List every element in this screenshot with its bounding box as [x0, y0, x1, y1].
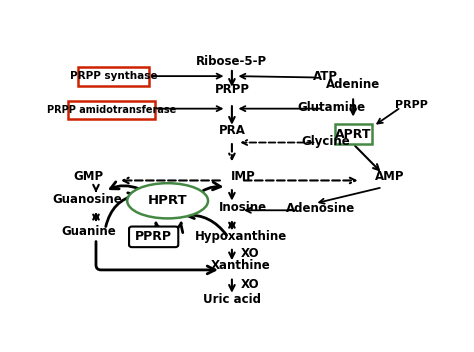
Text: Guanine: Guanine [61, 226, 116, 238]
Text: Guanosine: Guanosine [52, 193, 122, 206]
Text: PRPP synthase: PRPP synthase [70, 71, 157, 81]
Ellipse shape [127, 183, 208, 218]
Text: PPRP: PPRP [135, 230, 172, 243]
Text: HPRT: HPRT [148, 194, 187, 207]
Text: Uric acid: Uric acid [203, 293, 261, 306]
Text: PRPP: PRPP [214, 83, 249, 96]
FancyBboxPatch shape [335, 124, 372, 144]
Text: APRT: APRT [335, 128, 372, 140]
Text: PRA: PRA [219, 124, 246, 137]
Text: XO: XO [241, 278, 260, 291]
FancyBboxPatch shape [129, 227, 178, 247]
Text: Adenine: Adenine [326, 78, 380, 91]
Text: Xanthine: Xanthine [211, 259, 271, 272]
Text: ATP: ATP [313, 70, 338, 83]
Text: Adenosine: Adenosine [285, 202, 355, 215]
Text: AMP: AMP [375, 170, 405, 183]
Text: XO: XO [241, 247, 260, 260]
Text: PRPP amidotransferase: PRPP amidotransferase [47, 105, 176, 115]
Text: Ribose-5-P: Ribose-5-P [196, 55, 267, 68]
Text: IMP: IMP [230, 170, 255, 183]
Text: Hypoxanthine: Hypoxanthine [195, 230, 287, 243]
Text: GMP: GMP [73, 170, 104, 183]
Text: Inosine: Inosine [219, 201, 267, 214]
Text: Glycine: Glycine [301, 136, 350, 149]
FancyBboxPatch shape [68, 101, 155, 119]
FancyBboxPatch shape [78, 67, 149, 86]
Text: Glutamine: Glutamine [297, 101, 365, 114]
Text: PRPP: PRPP [395, 100, 428, 109]
